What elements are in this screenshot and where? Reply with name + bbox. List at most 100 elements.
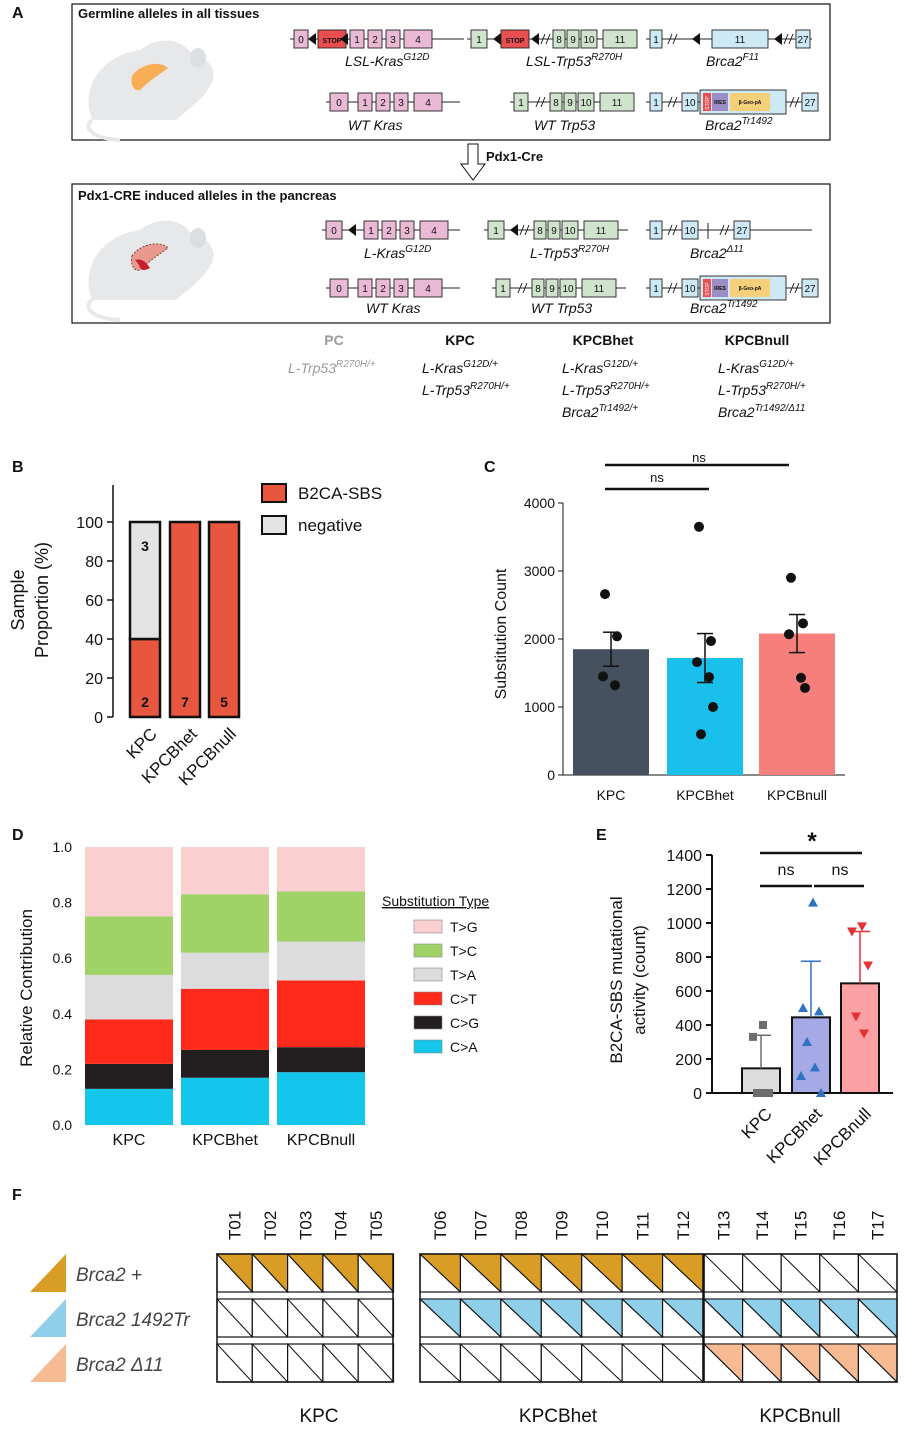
cell-diagonal (742, 1253, 782, 1293)
data-point (708, 702, 718, 712)
legend-swatch (413, 1015, 443, 1030)
data-point (810, 1062, 820, 1072)
break-icon (667, 282, 678, 294)
label-wt-trp53: WT Trp53 (534, 117, 595, 133)
exon-box (547, 220, 561, 240)
genotype-allele: L-KrasG12D/+ (562, 359, 638, 376)
mouse-induced (86, 220, 214, 322)
y-axis-label: Relative Contribution (17, 909, 36, 1067)
exon-box (561, 220, 579, 240)
data-point (749, 1032, 757, 1041)
stacked-segment (277, 980, 365, 1048)
cell-diagonal (216, 1343, 253, 1383)
panel-letter-E: E (596, 827, 607, 844)
column-header: T09 (553, 1211, 572, 1240)
label-wt-trp53-2: WT Trp53 (531, 300, 592, 316)
exon-label: 1 (362, 284, 368, 295)
genotype-PC: PC (324, 332, 343, 348)
exon-label: 1 (653, 284, 659, 295)
bar (759, 633, 835, 775)
exon-label: 11 (612, 98, 623, 109)
kras-exon (349, 29, 365, 49)
panel-letter-F: F (12, 1187, 22, 1204)
label-brca2-d11: Brca2Δ11 (690, 244, 744, 261)
induced-box-title: Pdx1-CRE induced alleles in the pancreas (78, 188, 337, 203)
arrow-label: Pdx1-Cre (486, 149, 543, 164)
exon-label: 1 (653, 98, 659, 109)
stacked-segment (277, 1072, 365, 1125)
break-icon (789, 282, 800, 294)
pancreas-icon (131, 63, 168, 91)
data-point (612, 631, 622, 642)
cell-diagonal (500, 1343, 542, 1383)
exon-box (599, 92, 635, 112)
row-label: Brca2 Δ11 (76, 1355, 163, 1376)
break-icon (667, 33, 678, 45)
stacked-segment (181, 847, 269, 895)
y-tick-label: 2000 (524, 631, 555, 647)
cell-diagonal (216, 1298, 253, 1338)
data-point (802, 1037, 812, 1046)
exon-label: 10 (684, 98, 696, 109)
legend-swatch (413, 967, 443, 982)
exon-box (381, 220, 397, 240)
exon-label: 9 (570, 35, 576, 46)
exon-label: 1 (362, 98, 368, 109)
cell-diagonal (703, 1253, 743, 1293)
y-tick-label: 0.0 (53, 1117, 73, 1133)
count-label: 2 (141, 694, 149, 710)
germline-box-title: Germline alleles in all tissues (78, 6, 259, 21)
loxp-site-icon (774, 33, 782, 45)
genotype-allele: L-Trp53R270H/+ (288, 359, 376, 376)
legend-label: C>A (450, 1039, 478, 1055)
data-point (598, 671, 608, 682)
exon-label: 27 (804, 284, 816, 295)
cell-diagonal (540, 1298, 583, 1338)
x-tick-label: KPCBnull (287, 1132, 355, 1149)
exon-box (399, 220, 415, 240)
column-header: T13 (714, 1211, 733, 1240)
exon-box (580, 29, 598, 49)
exon-label: 27 (804, 98, 816, 109)
panel-letter-D: D (12, 827, 24, 844)
column-header: T14 (753, 1211, 772, 1240)
exon-box (583, 220, 619, 240)
geo-cassette (730, 279, 770, 297)
tumor-icon (135, 259, 150, 271)
genotype-allele: Brca2Tr1492/+ (562, 403, 638, 420)
exon-box (581, 278, 617, 298)
exon-label: 9 (551, 226, 557, 237)
exon-box (393, 92, 409, 112)
exon-label: 1 (653, 35, 659, 46)
data-point (800, 682, 810, 693)
exon-label: STOP (506, 38, 525, 45)
mouse-ear (190, 228, 206, 248)
cell-diagonal (460, 1298, 502, 1338)
cell-diagonal (780, 1343, 821, 1383)
exon-label: 2 (380, 284, 386, 295)
stacked-segment (277, 1047, 365, 1073)
y-axis-label: B2CA-SBS mutational (607, 896, 626, 1063)
cell-diagonal (703, 1343, 743, 1383)
stacked-segment (85, 1019, 173, 1064)
exon-label: 11 (596, 226, 607, 237)
brca2-exon (681, 220, 699, 240)
cell-diagonal (819, 1298, 859, 1338)
column-header: T07 (472, 1211, 491, 1240)
cell-diagonal (581, 1298, 623, 1338)
stacked-segment (85, 1063, 173, 1089)
cell-diagonal (703, 1298, 743, 1338)
brca2-exon (649, 29, 663, 49)
legend-label: T>A (450, 967, 477, 983)
loxp-site-icon (493, 33, 501, 45)
cell-diagonal (581, 1253, 623, 1293)
cell-diagonal (500, 1298, 542, 1338)
cell-diagonal (621, 1343, 663, 1383)
x-tick-label: KPC (113, 1132, 146, 1149)
geo-label: β-Geo-pA (739, 286, 762, 292)
label-lsl-trp53: LSL-Trp53R270H (526, 52, 623, 69)
exon-label: 1 (354, 35, 360, 46)
break-icon (719, 224, 730, 236)
sig-label: * (807, 828, 817, 855)
label-l-trp53: L-Trp53R270H (530, 244, 610, 261)
